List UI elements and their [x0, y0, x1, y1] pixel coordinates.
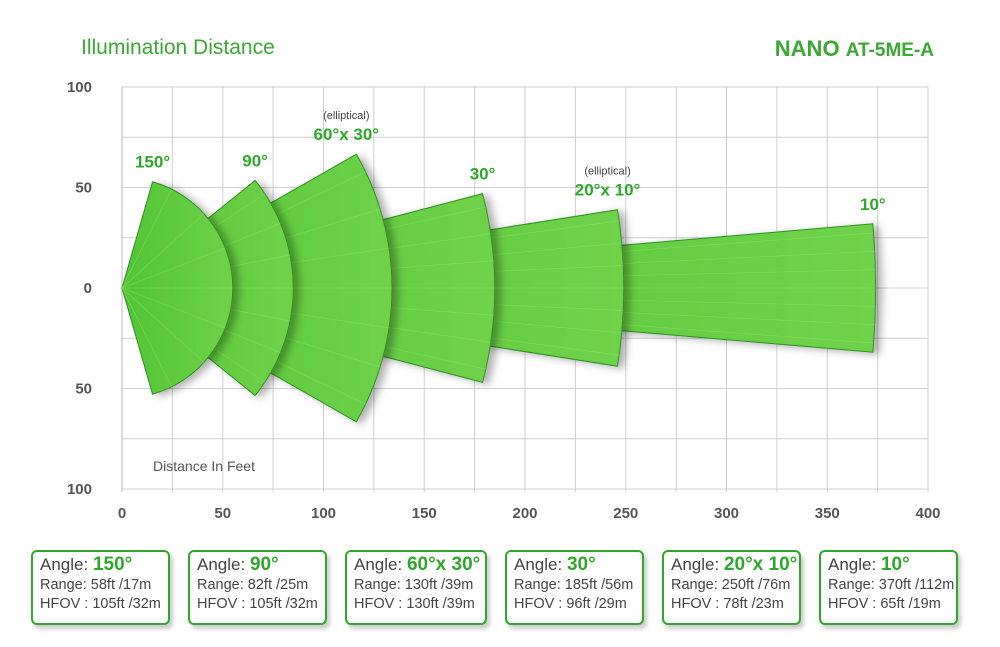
beam-ray [121, 213, 205, 289]
range-text: Range: 370ft /112m [828, 577, 955, 593]
beam-ray [121, 287, 205, 363]
brand-name: NANO [774, 36, 840, 61]
angle-label: Angle: [828, 555, 877, 574]
y-tick-label: 0 [84, 280, 92, 297]
hfov-text: HFOV : 130ft /39m [354, 596, 475, 612]
beam-note-label: (elliptical) [584, 166, 630, 178]
beam-angle-label: 30° [470, 165, 496, 184]
y-tick-label: 100 [67, 79, 92, 96]
range-text: Range: 130ft /39m [354, 577, 474, 593]
angle-value: 90° [249, 554, 279, 575]
beam-ray [121, 287, 226, 329]
beam-ray [121, 247, 226, 289]
x-tick-label: 0 [118, 505, 126, 522]
range-text: Range: 185ft /56m [514, 577, 634, 593]
angle-value: 10° [880, 554, 910, 575]
beam-angle-label: 20°x 10° [575, 181, 641, 200]
model-name: AT-5ME-A [845, 40, 934, 61]
y-tick-label: 50 [75, 381, 92, 398]
x-tick-label: 400 [915, 505, 940, 522]
spec-card: Angle: 10° Range: 370ft /112m HFOV : 65ft … [819, 550, 958, 625]
spec-card: Angle: 30° Range: 185ft /56m HFOV : 96ft /… [505, 550, 644, 625]
x-tick-label: 200 [512, 505, 537, 522]
illumination-chart: 0 50 100 150 200 250 300 350 400 100 50 0 50 100 Dista… [67, 79, 941, 522]
beam-angle-label: 10° [860, 195, 886, 214]
range-text: Range: 58ft /17m [40, 577, 152, 593]
angle-label: Angle: [40, 555, 89, 574]
y-tick-label: 50 [75, 180, 92, 197]
spec-card: Angle: 90° Range: 82ft /25m HFOV : 105ft /… [188, 550, 327, 625]
range-text: Range: 82ft /25m [197, 577, 309, 593]
chart-title: Illumination Distance [81, 36, 275, 59]
x-tick-label: 350 [815, 505, 840, 522]
x-tick-label: 300 [714, 505, 739, 522]
range-text: Range: 250ft /76m [671, 577, 791, 593]
y-tick-label: 100 [67, 481, 92, 498]
angle-label: Angle: [197, 555, 246, 574]
angle-label: Angle: [671, 555, 720, 574]
beam-ray [121, 287, 172, 388]
hfov-text: HFOV : 78ft /23m [671, 596, 784, 612]
spec-cards: Angle: 150° Range: 58ft /17m HFOV : 105ft … [31, 550, 958, 625]
angle-value: 60°x 30° [406, 554, 481, 575]
angle-label: Angle: [514, 555, 563, 574]
x-tick-label: 150 [412, 505, 437, 522]
product-name: NANO AT-5ME-A [775, 36, 934, 62]
x-tick-label: 50 [214, 505, 231, 522]
beam-angle-label: 90° [242, 151, 268, 170]
x-tick-label: 100 [311, 505, 336, 522]
angle-value: 30° [566, 554, 596, 575]
angle-value: 150° [92, 554, 133, 575]
beam-note-label: (elliptical) [323, 110, 369, 122]
beam-angle-label: 150° [135, 153, 170, 172]
hfov-text: HFOV : 96ft /29m [514, 596, 627, 612]
x-tick-label: 250 [613, 505, 638, 522]
spec-card: Angle: 150° Range: 58ft /17m HFOV : 105ft … [31, 550, 170, 625]
angle-value: 20°x 10° [723, 554, 798, 575]
spec-card: Angle: 60°x 30° Range: 130ft /39m HFOV : 1… [345, 550, 487, 625]
beam-ray [121, 188, 172, 289]
hfov-text: HFOV : 105ft /32m [197, 596, 318, 612]
spec-card: Angle: 20°x 10° Range: 250ft /76m HFOV : 7… [662, 550, 801, 625]
beam-angle-label: 60°x 30° [314, 125, 380, 144]
hfov-text: HFOV : 65ft /19m [828, 596, 941, 612]
x-axis-label: Distance In Feet [153, 458, 255, 474]
hfov-text: HFOV : 105ft /32m [40, 596, 161, 612]
angle-label: Angle: [354, 555, 403, 574]
